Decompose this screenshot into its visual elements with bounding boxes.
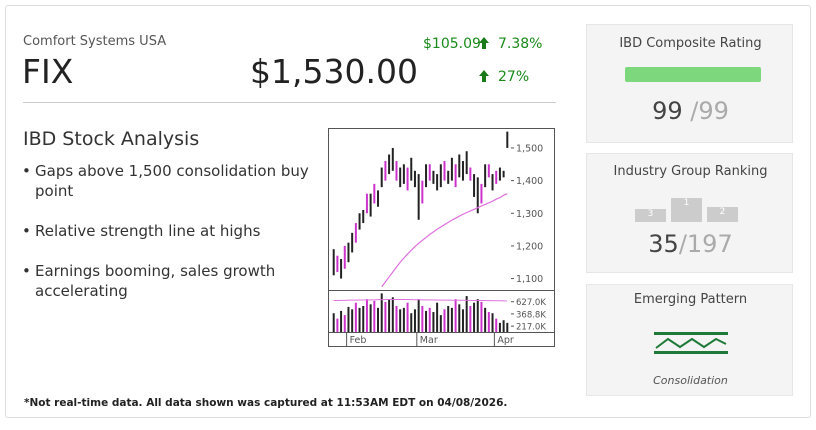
divider xyxy=(23,102,556,103)
group-card: Industry Group Ranking 1 3 2 35/197 xyxy=(586,153,793,273)
y-tick-label: 1,300 xyxy=(516,209,543,220)
podium-third: 3 xyxy=(635,209,666,222)
bullet-text: Earnings booming, sales growth accelerat… xyxy=(35,262,276,300)
month-label: Mar xyxy=(420,335,438,346)
up-arrow xyxy=(479,70,489,82)
volume-average xyxy=(333,298,508,302)
rank-total: /197 xyxy=(678,230,733,258)
y-tick-label: 1,500 xyxy=(516,143,543,154)
score: 99 xyxy=(652,97,683,125)
widget-card xyxy=(5,5,811,418)
ytd-percent: 27% xyxy=(498,69,530,85)
company-name: Comfort Systems USA xyxy=(23,34,167,49)
y-tick-label: 1,200 xyxy=(516,241,543,252)
month-label: Feb xyxy=(350,335,367,346)
pattern-label: Emerging Pattern xyxy=(633,292,748,307)
moving-average xyxy=(381,193,508,288)
volume-tick-label: 217.0K xyxy=(516,323,546,333)
pattern-card: Emerging Pattern Consolidation xyxy=(586,284,793,396)
pattern-icon xyxy=(654,332,728,354)
podium-first: 1 xyxy=(671,198,702,222)
ticker: FIX xyxy=(22,52,74,91)
score-max: /99 xyxy=(690,97,729,125)
volume-tick-label: 627.0K xyxy=(516,298,546,308)
volume-tick-label: 368.8K xyxy=(516,310,546,320)
rank: 35 xyxy=(648,230,679,258)
stock-chart: 1,500 1,400 1,300 1,200 1,100 627.0K 368.8K 217… xyxy=(328,128,555,347)
composite-label: IBD Composite Rating xyxy=(619,36,762,51)
bullet: Relative strength line at highs xyxy=(22,221,313,241)
rating-bar xyxy=(625,67,761,82)
pattern-name: Consolidation xyxy=(653,374,728,387)
price: $1,530.00 xyxy=(250,52,418,91)
group-rank: 35/197 xyxy=(587,230,794,258)
up-arrow xyxy=(479,37,489,49)
composite-card: IBD Composite Rating 99 /99 xyxy=(586,24,793,143)
change-percent: 7.38% xyxy=(498,36,543,52)
podium-second: 2 xyxy=(707,207,738,222)
y-tick-label: 1,100 xyxy=(516,274,543,285)
month-label: Apr xyxy=(497,335,514,346)
y-tick-label: 1,400 xyxy=(516,176,543,187)
group-label: Industry Group Ranking xyxy=(613,164,768,179)
footer-note: *Not real-time data. All data shown was … xyxy=(24,397,508,409)
price-change: $105.09 xyxy=(423,36,481,52)
bullet-text: Relative strength line at highs xyxy=(35,222,261,240)
bullet: Gaps above 1,500 consolidation buy point xyxy=(22,161,313,201)
bullet-text: Gaps above 1,500 consolidation buy point xyxy=(35,162,309,200)
composite-score: 99 /99 xyxy=(587,97,794,125)
bullet: Earnings booming, sales growth accelerat… xyxy=(22,261,313,301)
analysis-title: IBD Stock Analysis xyxy=(23,128,200,150)
